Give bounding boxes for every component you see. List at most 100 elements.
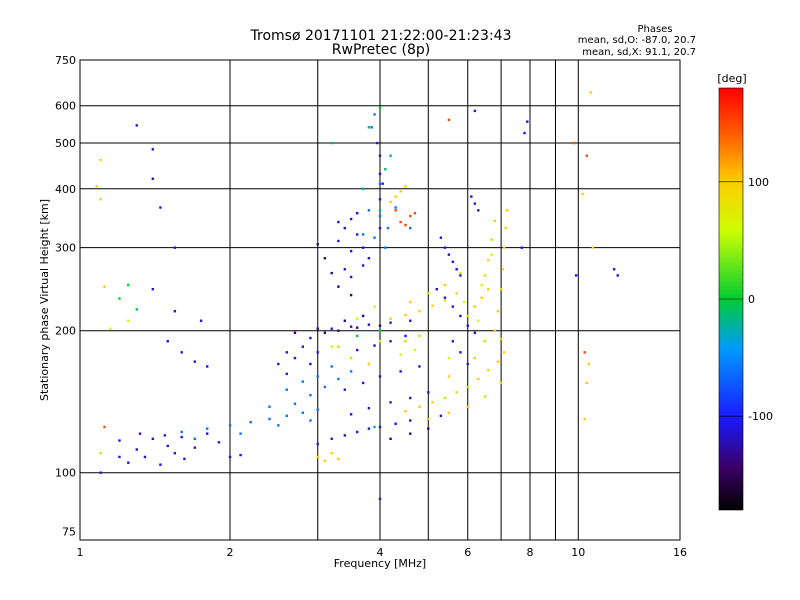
data-point (193, 437, 197, 441)
data-point (239, 432, 242, 435)
data-point (447, 375, 451, 378)
data-point (378, 198, 382, 201)
y-tick-label: 200 (55, 325, 76, 338)
chart-subtitle: RwPretec (8p) (332, 42, 430, 58)
data-point (477, 377, 480, 381)
data-point (361, 246, 365, 249)
data-point (409, 300, 412, 304)
data-point (361, 314, 365, 318)
data-point (473, 109, 477, 113)
data-point (361, 233, 365, 236)
data-point (378, 214, 382, 218)
data-point (378, 106, 382, 109)
data-point (239, 453, 242, 457)
data-point (418, 334, 421, 338)
data-point (180, 435, 183, 439)
data-point (418, 405, 421, 408)
data-point (394, 206, 397, 209)
data-point (193, 446, 197, 449)
data-point (583, 417, 586, 421)
data-point (337, 377, 340, 381)
data-point (389, 401, 392, 404)
x-tick-label: 2 (227, 546, 234, 559)
data-point (473, 331, 477, 334)
x-tick-label: 10 (571, 546, 585, 559)
x-tick-label: 6 (464, 546, 471, 559)
data-point (499, 337, 503, 341)
data-point (159, 206, 162, 209)
data-point (166, 340, 169, 343)
x-axis-ticks: 1 2 4 6 8 10 16 (77, 546, 688, 559)
data-point (99, 451, 102, 455)
data-point (199, 319, 203, 322)
data-point (409, 419, 412, 422)
data-point (589, 91, 593, 94)
data-point (447, 356, 451, 360)
data-point (404, 410, 407, 413)
data-point (330, 141, 333, 145)
data-point (330, 327, 333, 330)
data-point (413, 348, 417, 352)
data-point (394, 195, 397, 198)
data-point (316, 243, 319, 246)
data-point (431, 401, 434, 404)
data-point (309, 393, 312, 397)
x-tick-label: 4 (377, 546, 384, 559)
data-point (459, 274, 462, 277)
data-point (394, 209, 397, 212)
data-point (205, 427, 209, 430)
data-point (381, 182, 384, 185)
data-point (487, 287, 490, 291)
legend-line-o: mean, sd,O: -87.0, 20.7 (578, 35, 696, 46)
data-point (118, 297, 121, 300)
data-point (466, 314, 469, 318)
data-point (443, 396, 447, 400)
data-point (376, 141, 379, 145)
data-point (337, 239, 340, 243)
data-point (330, 365, 333, 368)
data-point (173, 310, 177, 313)
data-point (103, 425, 106, 429)
data-point (151, 437, 155, 441)
data-point (159, 463, 162, 466)
data-point (502, 351, 506, 354)
data-point (330, 345, 333, 348)
data-point (138, 432, 142, 435)
data-point (431, 304, 434, 307)
data-point (349, 275, 353, 279)
colorbar-tick-label: 0 (748, 293, 755, 306)
data-point (505, 209, 509, 212)
data-point (180, 430, 183, 434)
x-tick-label: 8 (527, 546, 534, 559)
data-point (389, 317, 392, 320)
data-point (473, 356, 477, 360)
data-point (493, 219, 497, 223)
data-point (285, 351, 288, 354)
data-point (316, 442, 319, 446)
data-point (583, 351, 586, 354)
data-point (367, 427, 371, 430)
data-point (470, 195, 473, 198)
data-point (585, 381, 588, 385)
data-point (349, 413, 353, 416)
data-point (404, 185, 407, 188)
data-point (384, 168, 387, 171)
data-point (389, 200, 392, 204)
data-point (337, 220, 340, 224)
data-point (378, 324, 382, 327)
data-point (378, 375, 382, 378)
data-point (151, 148, 155, 151)
data-point (409, 319, 412, 322)
y-axis-ticks: 75 100 200 300 400 500 600 750 (55, 54, 76, 539)
data-point (330, 271, 333, 275)
data-point (301, 411, 305, 414)
data-point (389, 321, 392, 324)
data-point (330, 451, 333, 455)
data-point (349, 217, 353, 221)
data-point (451, 260, 455, 264)
data-point (99, 198, 102, 201)
data-point (343, 319, 347, 322)
data-point (337, 329, 340, 332)
data-point (367, 362, 371, 366)
data-point (455, 268, 458, 271)
